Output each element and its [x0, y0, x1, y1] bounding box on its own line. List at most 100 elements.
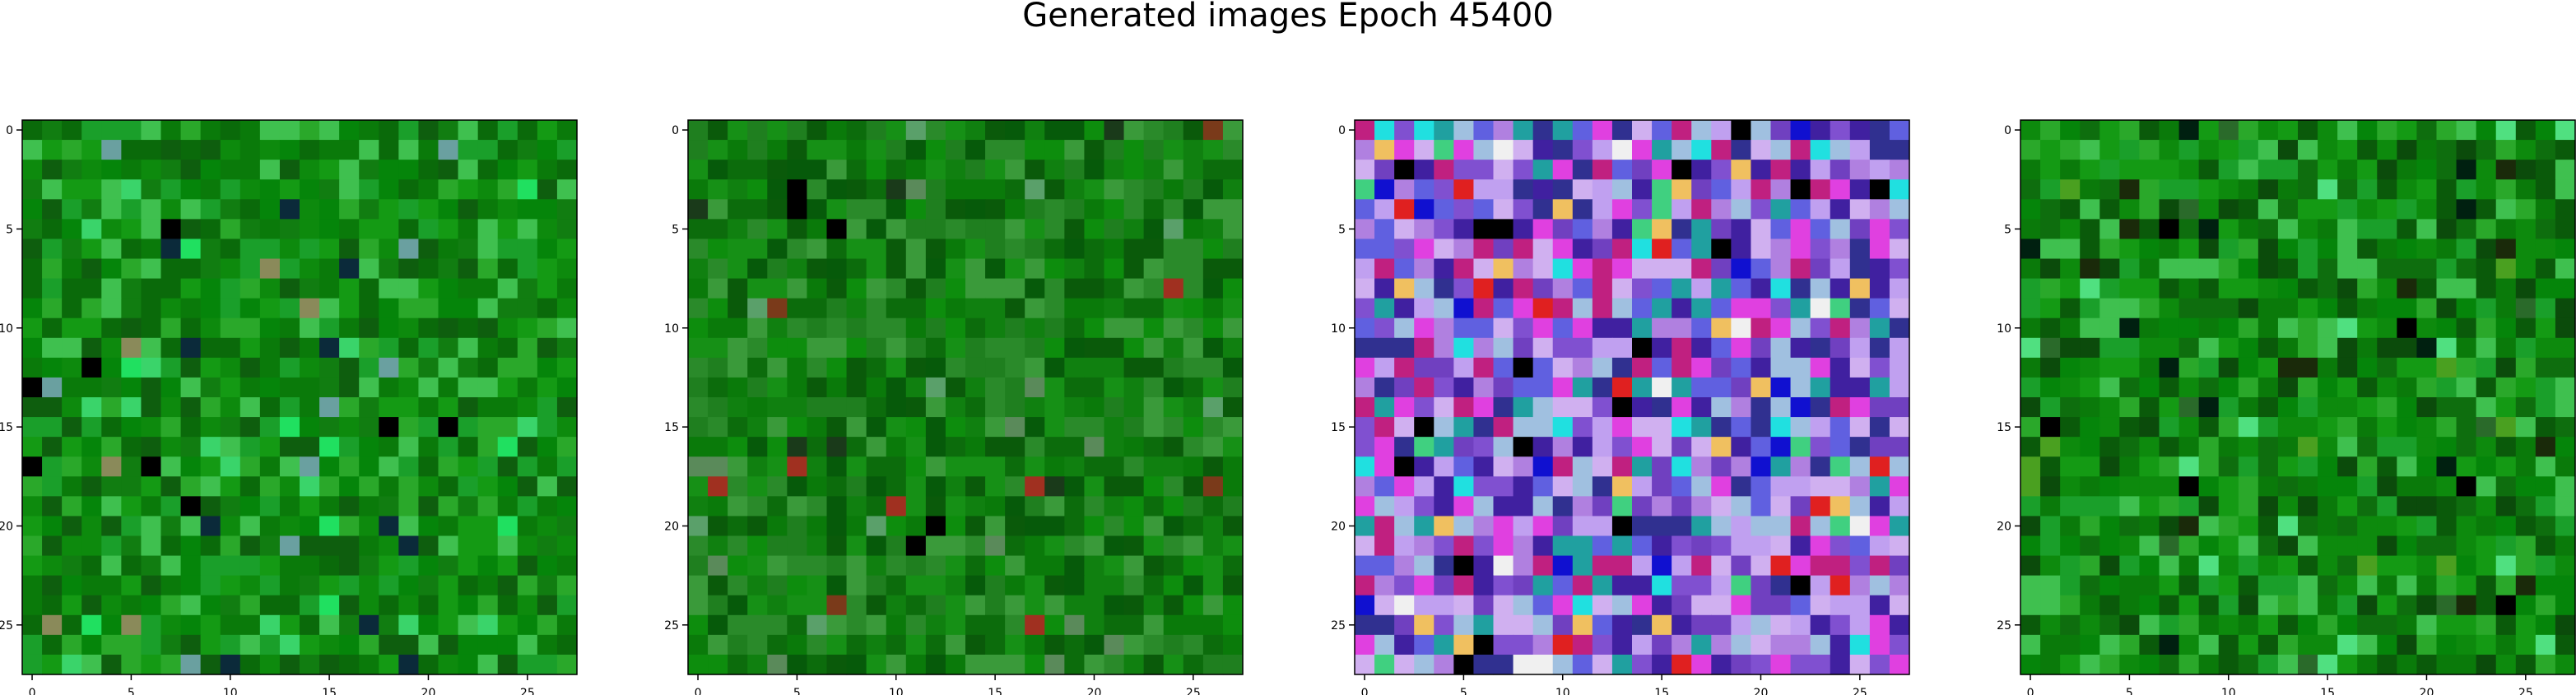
image-pixel	[1084, 258, 1105, 280]
image-pixel	[239, 535, 261, 557]
image-pixel	[200, 417, 221, 438]
image-pixel	[339, 258, 360, 280]
image-pixel	[1632, 575, 1653, 596]
image-pixel	[747, 476, 768, 497]
image-pixel	[2060, 377, 2081, 398]
image-pixel	[1222, 595, 1244, 616]
image-pixel	[1355, 239, 1375, 260]
image-pixel	[2020, 219, 2041, 240]
image-pixel	[2020, 535, 2041, 557]
image-pixel	[1453, 595, 1475, 616]
image-pixel	[497, 456, 518, 477]
image-pixel	[1691, 535, 1712, 557]
image-pixel	[2456, 377, 2477, 398]
image-pixel	[925, 476, 946, 497]
image-pixel	[1652, 417, 1672, 438]
image-pixel	[1652, 535, 1672, 557]
y-tick-label: 5	[6, 223, 13, 236]
image-pixel	[200, 614, 221, 636]
image-pixel	[2257, 140, 2279, 160]
image-pixel	[1691, 397, 1712, 418]
image-pixel	[2139, 120, 2160, 141]
image-pixel	[42, 120, 63, 141]
image-pixel	[62, 595, 82, 616]
image-pixel	[1123, 317, 1145, 339]
image-pixel	[1672, 397, 1692, 418]
image-pixel	[101, 160, 122, 180]
image-pixel	[2139, 516, 2160, 537]
image-pixel	[398, 397, 420, 418]
image-pixel	[1394, 317, 1415, 339]
image-pixel	[846, 337, 867, 359]
image-pixel	[418, 496, 439, 517]
image-pixel	[905, 595, 927, 616]
image-pixel	[2377, 437, 2397, 457]
x-tick-label: 10	[1555, 687, 1570, 695]
image-pixel	[398, 496, 420, 517]
image-pixel	[1374, 179, 1395, 200]
image-pixel	[556, 654, 578, 675]
image-pixel	[2060, 120, 2081, 141]
image-pixel	[2060, 160, 2081, 180]
image-pixel	[1123, 397, 1145, 418]
image-pixel	[1414, 654, 1434, 675]
image-pixel	[62, 535, 82, 557]
image-pixel	[339, 476, 360, 497]
image-pixel	[965, 317, 986, 339]
image-pixel	[220, 516, 241, 537]
image-pixel	[239, 555, 261, 577]
image-pixel	[1513, 120, 1534, 141]
image-pixel	[1493, 555, 1514, 577]
image-pixel	[2298, 595, 2318, 616]
image-pixel	[1473, 199, 1495, 220]
image-pixel	[2456, 614, 2477, 636]
image-pixel	[985, 357, 1006, 378]
image-pixel	[925, 397, 946, 418]
image-pixel	[1751, 179, 1772, 200]
image-pixel	[846, 199, 867, 220]
image-pixel	[1691, 476, 1712, 497]
image-pixel	[2178, 634, 2200, 656]
image-pixel	[2298, 476, 2318, 497]
image-pixel	[2159, 160, 2180, 180]
image-pixel	[2555, 417, 2576, 438]
image-pixel	[1751, 298, 1772, 319]
image-pixel	[1869, 120, 1890, 141]
image-pixel	[1513, 397, 1534, 418]
image-pixel	[945, 595, 966, 616]
image-pixel	[2515, 397, 2536, 418]
image-pixel	[438, 357, 459, 378]
y-tick-label: 5	[672, 223, 679, 236]
image-pixel	[2555, 555, 2576, 577]
image-pixel	[121, 120, 142, 141]
image-pixel	[458, 179, 479, 200]
image-pixel	[1355, 219, 1375, 240]
image-pixel	[1691, 516, 1712, 537]
image-pixel	[418, 516, 439, 537]
image-pixel	[517, 179, 538, 200]
image-pixel	[339, 278, 360, 299]
image-pixel	[2099, 179, 2120, 200]
image-pixel	[359, 516, 379, 537]
image-pixel	[1084, 179, 1105, 200]
image-pixel	[1355, 654, 1375, 675]
image-pixel	[767, 317, 788, 339]
image-pixel	[101, 120, 122, 141]
image-pixel	[1770, 437, 1792, 457]
image-pixel	[1552, 516, 1574, 537]
image-pixel	[2198, 476, 2220, 497]
image-pixel	[1414, 298, 1434, 319]
image-pixel	[2476, 614, 2497, 636]
image-pixel	[1652, 179, 1672, 200]
image-pixel	[846, 634, 867, 656]
x-tick-label: 5	[1460, 687, 1467, 695]
image-pixel	[1532, 417, 1554, 438]
image-pixel	[1084, 317, 1105, 339]
image-pixel	[259, 535, 281, 557]
image-pixel	[1473, 160, 1495, 180]
image-pixel	[1123, 654, 1145, 675]
image-pixel	[121, 516, 142, 537]
image-pixel	[807, 199, 828, 220]
image-pixel	[2159, 357, 2180, 378]
image-pixel	[239, 219, 261, 240]
